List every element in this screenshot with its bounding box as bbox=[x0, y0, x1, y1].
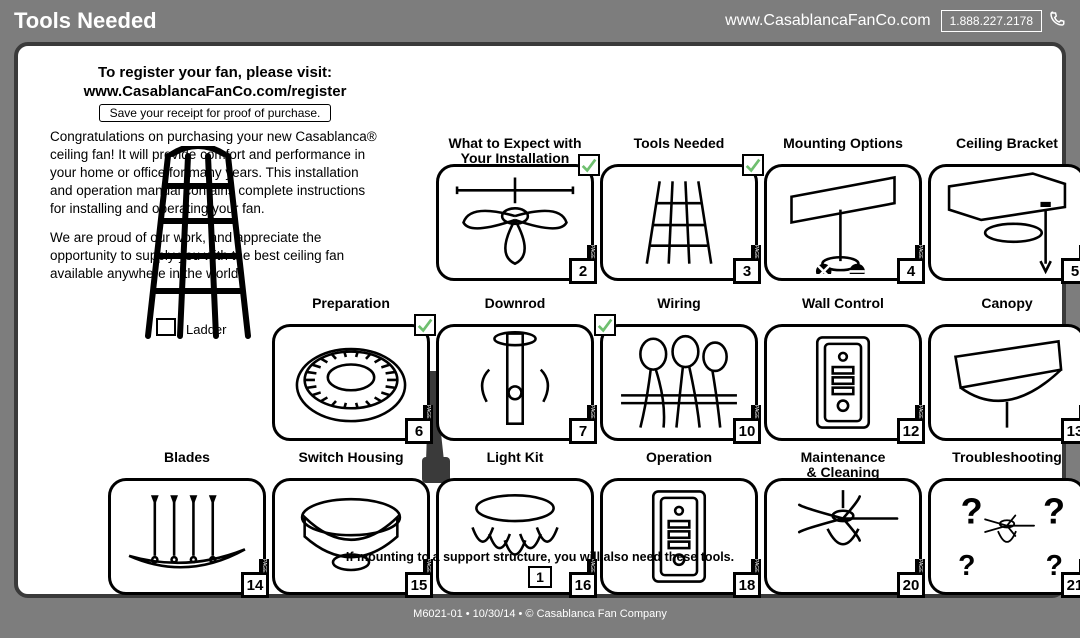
page-tab: PAGE bbox=[751, 245, 761, 259]
header-bar: Tools Needed www.CasablancaFanCo.com 1.8… bbox=[0, 0, 1080, 42]
section-card-20: Maintenance& Cleaning 20PAGE bbox=[764, 450, 922, 595]
card-label: Tools Needed bbox=[600, 136, 758, 151]
checkmark-icon bbox=[578, 154, 600, 176]
checkmark-icon bbox=[414, 314, 436, 336]
section-card-13: Canopy 13PAGE bbox=[928, 296, 1080, 441]
card-illustration bbox=[443, 331, 587, 434]
card-page-number: 4 bbox=[897, 258, 925, 284]
card-box bbox=[928, 164, 1080, 281]
card-page-number: 21 bbox=[1061, 572, 1080, 598]
card-label: Operation bbox=[600, 450, 758, 465]
card-page-number: 10 bbox=[733, 418, 761, 444]
section-card-12: Wall Control 12PAGE bbox=[764, 296, 922, 441]
card-illustration bbox=[443, 485, 587, 588]
section-card-2: What to Expect withYour Installation 2PA… bbox=[436, 136, 594, 281]
card-label: What to Expect withYour Installation bbox=[436, 136, 594, 165]
card-label: Mounting Options bbox=[764, 136, 922, 151]
card-illustration bbox=[607, 485, 751, 588]
section-card-5: Ceiling Bracket 5PAGE bbox=[928, 136, 1080, 281]
checkmark-icon bbox=[742, 154, 764, 176]
card-page-number: 6 bbox=[405, 418, 433, 444]
card-label: Downrod bbox=[436, 296, 594, 311]
mounting-note: If mounting to a support structure, you … bbox=[18, 550, 1062, 564]
page-tab: PAGE bbox=[915, 245, 925, 259]
card-illustration bbox=[771, 331, 915, 434]
card-illustration bbox=[607, 331, 751, 434]
receipt-note: Save your receipt for proof of purchase. bbox=[99, 104, 332, 122]
page-number: 1 bbox=[528, 566, 552, 588]
card-label: Light Kit bbox=[436, 450, 594, 465]
card-illustration bbox=[115, 485, 259, 588]
card-label: Preparation bbox=[272, 296, 430, 311]
card-label: Blades bbox=[108, 450, 266, 465]
section-card-7: Downrod 7PAGE bbox=[436, 296, 594, 441]
card-page-number: 16 bbox=[569, 572, 597, 598]
card-illustration: ? ? ? ? bbox=[935, 485, 1079, 588]
svg-text:?: ? bbox=[961, 491, 983, 532]
card-page-number: 5 bbox=[1061, 258, 1080, 284]
page-title: Tools Needed bbox=[14, 8, 725, 34]
phone-number: 1.888.227.2178 bbox=[941, 10, 1042, 32]
card-page-number: 12 bbox=[897, 418, 925, 444]
card-page-number: 14 bbox=[241, 572, 269, 598]
card-label: Canopy bbox=[928, 296, 1080, 311]
card-illustration bbox=[607, 171, 751, 274]
card-page-number: 7 bbox=[569, 418, 597, 444]
card-illustration bbox=[771, 485, 915, 588]
section-card-21: Troubleshooting ? ? ? ? 21PAGE bbox=[928, 450, 1080, 595]
card-label: Maintenance& Cleaning bbox=[764, 450, 922, 479]
section-card-14: Blades 14PAGE bbox=[108, 450, 266, 595]
card-label: Troubleshooting bbox=[928, 450, 1080, 465]
register-heading: To register your fan, please visit: www.… bbox=[50, 64, 380, 102]
card-page-number: 20 bbox=[897, 572, 925, 598]
card-label: Wiring bbox=[600, 296, 758, 311]
card-box: ? ? ? ? bbox=[928, 478, 1080, 595]
card-illustration bbox=[279, 331, 423, 434]
card-box bbox=[928, 324, 1080, 441]
svg-text:?: ? bbox=[1043, 491, 1065, 532]
card-page-number: 13 bbox=[1061, 418, 1080, 444]
section-card-15: Switch Housing 15PAGE bbox=[272, 450, 430, 595]
page-tab: PAGE bbox=[587, 405, 597, 419]
page-tab: PAGE bbox=[423, 405, 433, 419]
card-page-number: 3 bbox=[733, 258, 761, 284]
card-label: Wall Control bbox=[764, 296, 922, 311]
section-card-3: Tools Needed 3PAGE bbox=[600, 136, 758, 281]
section-card-4: Mounting Options 4PAGE bbox=[764, 136, 922, 281]
card-label: Switch Housing bbox=[272, 450, 430, 465]
site-url: www.CasablancaFanCo.com bbox=[725, 12, 930, 30]
section-card-16: Light Kit 16PAGE bbox=[436, 450, 594, 595]
card-illustration bbox=[443, 171, 587, 274]
card-illustration bbox=[771, 171, 915, 274]
page-tab: PAGE bbox=[751, 405, 761, 419]
section-card-18: Operation 18PAGE bbox=[600, 450, 758, 595]
card-page-number: 2 bbox=[569, 258, 597, 284]
card-page-number: 15 bbox=[405, 572, 433, 598]
section-cards: What to Expect withYour Installation 2PA… bbox=[128, 136, 1032, 552]
page-tab: PAGE bbox=[915, 405, 925, 419]
section-card-6: Preparation 6PAGE bbox=[272, 296, 430, 441]
card-illustration bbox=[935, 331, 1079, 434]
phone-icon bbox=[1048, 10, 1066, 33]
content-frame: To register your fan, please visit: www.… bbox=[14, 42, 1066, 598]
checkmark-icon bbox=[594, 314, 616, 336]
card-page-number: 18 bbox=[733, 572, 761, 598]
footer-text: M6021-01 • 10/30/14 • © Casablanca Fan C… bbox=[0, 608, 1080, 620]
card-illustration bbox=[935, 171, 1079, 274]
page-tab: PAGE bbox=[587, 245, 597, 259]
card-illustration bbox=[279, 485, 423, 588]
section-card-10: Wiring 10PAGE bbox=[600, 296, 758, 441]
card-label: Ceiling Bracket bbox=[928, 136, 1080, 151]
